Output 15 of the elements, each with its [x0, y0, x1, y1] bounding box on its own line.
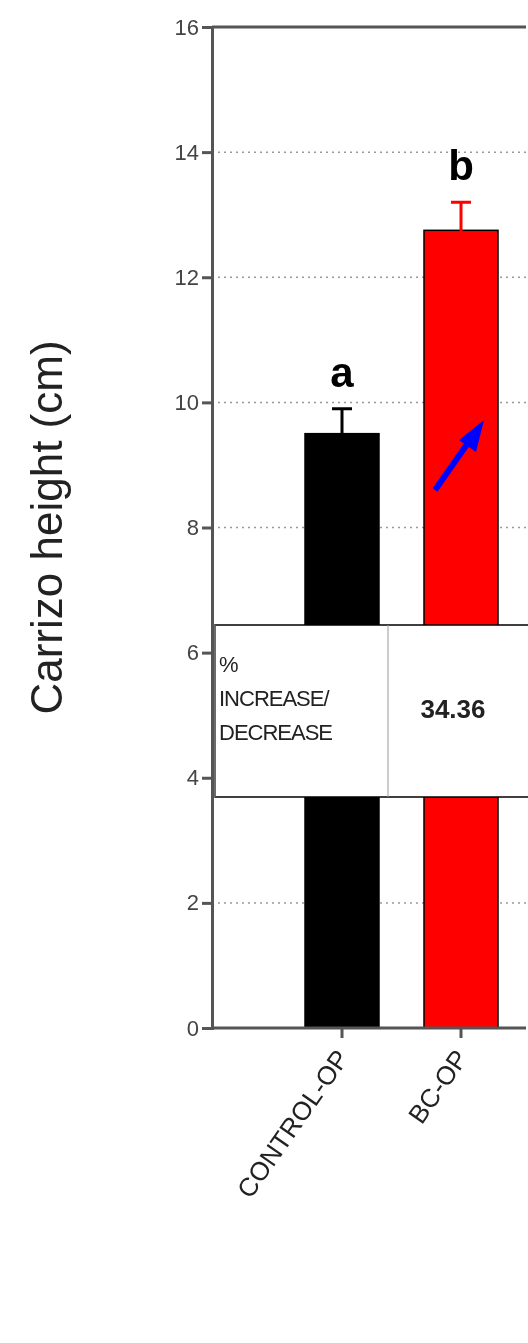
annotation: b	[448, 142, 474, 190]
y-tick-label: 16	[174, 14, 199, 40]
y-tick-label: 0	[186, 1015, 199, 1041]
table-box: % INCREASE/ DECREASE 34.36	[214, 624, 528, 798]
annotation: a	[330, 348, 355, 396]
y-axis-title: Carrizo height (cm)	[22, 340, 71, 715]
y-tick-label: 12	[174, 264, 199, 290]
annotation: % INCREASE/ DECREASE	[219, 652, 333, 745]
y-tick-label: 8	[186, 515, 199, 541]
y-tick-label: 6	[186, 640, 199, 666]
y-tick-label: 4	[186, 765, 199, 791]
annotation: 34.36	[420, 694, 486, 724]
y-tick-label: 2	[186, 890, 199, 916]
y-tick-label: 10	[174, 389, 199, 415]
y-tick-label: 14	[174, 139, 199, 165]
